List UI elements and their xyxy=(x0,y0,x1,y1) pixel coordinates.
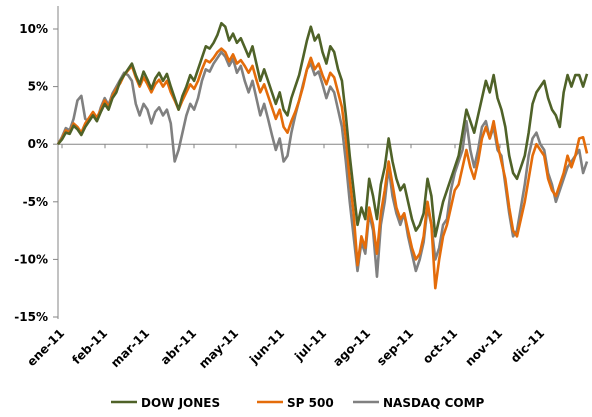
y-tick-label: 5% xyxy=(28,80,48,94)
legend-label: SP 500 xyxy=(287,396,334,410)
y-tick-label: -5% xyxy=(23,195,48,209)
y-tick-label: -10% xyxy=(14,252,48,266)
series-line-dow-jones xyxy=(57,21,589,238)
x-tick-label: oct-11 xyxy=(420,326,460,366)
x-tick-label: ene-11 xyxy=(24,326,67,369)
x-tick-label: feb-11 xyxy=(69,326,110,367)
x-tick-label: ago-11 xyxy=(330,326,373,369)
x-tick-label: jun-11 xyxy=(246,326,287,367)
series-lines xyxy=(56,21,589,290)
x-tick-label: sep-11 xyxy=(374,326,416,368)
x-tick-label: abr-11 xyxy=(158,326,199,367)
series-line-nasdaq-comp xyxy=(56,50,589,278)
y-tick-label: 0% xyxy=(28,137,48,151)
y-tick-label: 10% xyxy=(19,22,48,36)
x-tick-label: may-11 xyxy=(196,326,241,371)
x-tick-label: dic-11 xyxy=(508,326,547,365)
legend: DOW JONES SP 500 NASDAQ COMP xyxy=(111,396,485,410)
y-tick-label: -15% xyxy=(14,310,48,324)
x-tick-label: nov-11 xyxy=(462,326,505,369)
legend-label: NASDAQ COMP xyxy=(383,396,485,410)
y-axis: 10% 5% 0% -5% -10% -15% xyxy=(14,6,59,324)
series-line-sp-500 xyxy=(56,47,589,290)
x-tick-label: mar-11 xyxy=(108,326,152,370)
x-tick-label: jul-11 xyxy=(291,326,329,364)
legend-label: DOW JONES xyxy=(141,396,220,410)
